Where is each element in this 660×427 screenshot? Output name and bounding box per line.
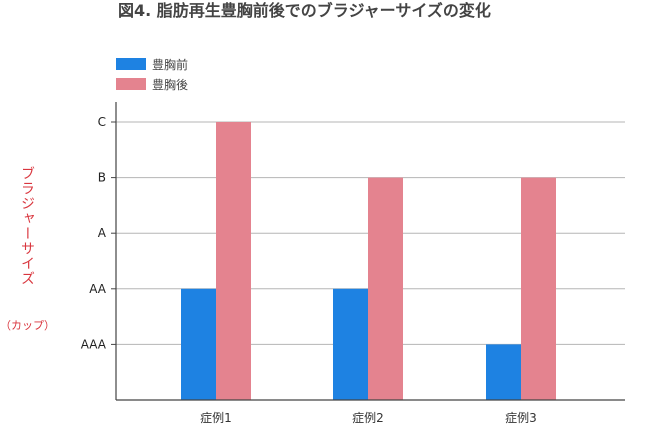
bar-2-2 bbox=[368, 177, 403, 400]
legend-label-2: 豊胸後 bbox=[152, 77, 188, 92]
legend-label-1: 豊胸前 bbox=[152, 57, 188, 72]
x-tick-label-2: 症例2 bbox=[352, 410, 384, 425]
x-tick-labels: 症例1 症例2 症例3 bbox=[200, 410, 537, 425]
y-tick-label-5: C bbox=[98, 115, 106, 129]
chart-title: 図4. 脂肪再生豊胸前後でのブラジャーサイズの変化 bbox=[118, 1, 491, 20]
axes bbox=[115, 102, 625, 401]
legend-swatch-2 bbox=[116, 78, 146, 90]
y-tick-label-3: A bbox=[98, 226, 107, 240]
y-axis-label: ブラジャーサイズ bbox=[19, 166, 35, 286]
x-tick-label-3: 症例3 bbox=[505, 410, 537, 425]
y-tick-label-4: B bbox=[98, 171, 106, 185]
bar-1-1 bbox=[181, 288, 216, 400]
bar-1-2 bbox=[333, 288, 368, 400]
y-axis-unit: （カップ） bbox=[0, 319, 55, 332]
y-tick-label-2: AA bbox=[89, 282, 107, 296]
bar-1-3 bbox=[486, 344, 521, 400]
y-tick-label-1: AAA bbox=[81, 337, 107, 351]
legend-swatch-1 bbox=[116, 58, 146, 70]
bar-2-3 bbox=[521, 177, 556, 400]
bars bbox=[181, 122, 556, 400]
x-tick-label-1: 症例1 bbox=[200, 410, 232, 425]
bar-2-1 bbox=[216, 122, 251, 400]
